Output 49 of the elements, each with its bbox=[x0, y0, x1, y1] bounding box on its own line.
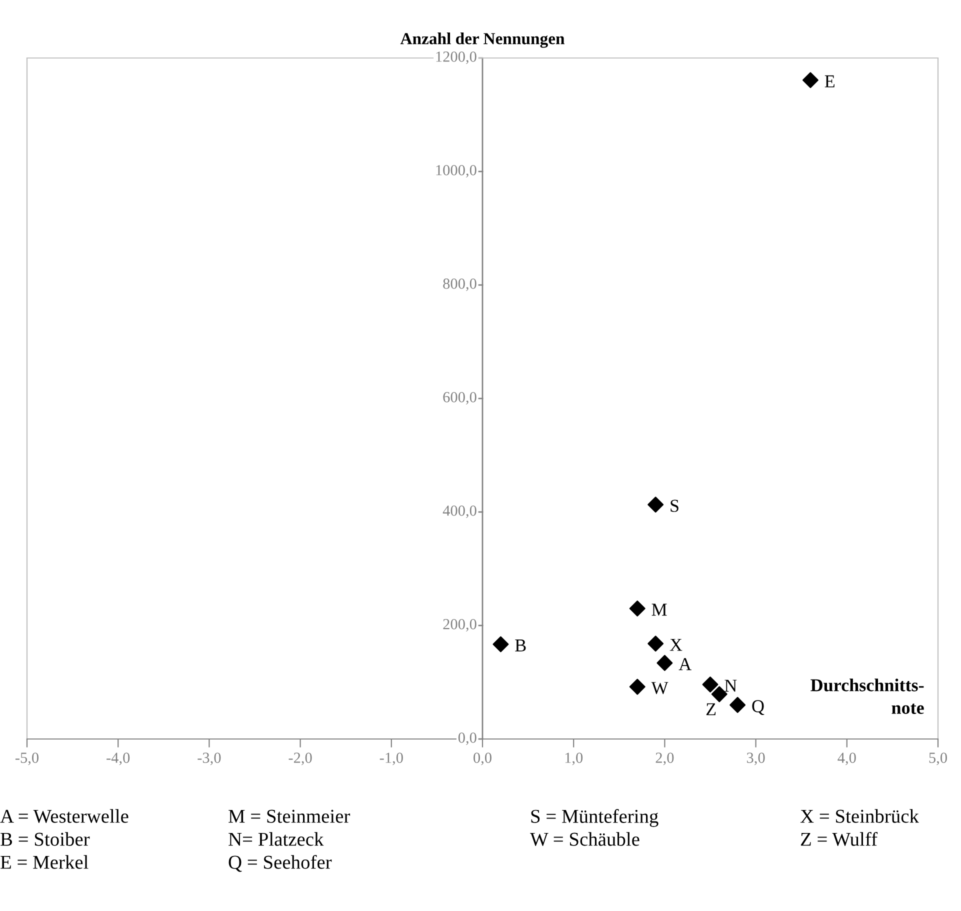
x-axis-title: Durchschnitts- note bbox=[810, 678, 924, 714]
y-axis-title: Anzahl der Nennungen bbox=[400, 32, 565, 48]
text: B = Stoiber bbox=[0, 832, 90, 846]
point bbox=[730, 696, 746, 713]
x-tick-label: -2,0 bbox=[288, 752, 312, 766]
point bbox=[702, 676, 718, 692]
y-tick-label: 1000,0 bbox=[436, 165, 476, 178]
point bbox=[648, 636, 664, 652]
x-tick-label: 1,0 bbox=[565, 752, 583, 766]
x-tick-label: 2,0 bbox=[656, 752, 674, 766]
x-tick-label: -4,0 bbox=[106, 752, 130, 766]
point bbox=[648, 496, 664, 513]
text: Q = Seehofer bbox=[228, 854, 332, 872]
annotation: B bbox=[515, 640, 526, 652]
x-tick-label: 3,0 bbox=[746, 752, 765, 766]
text: M = Steinmeier bbox=[228, 810, 350, 823]
point bbox=[802, 72, 818, 88]
x-tick-label: -1,0 bbox=[380, 752, 403, 766]
text: A = Westerwelle bbox=[0, 809, 128, 823]
point bbox=[629, 678, 646, 695]
annotation: S bbox=[670, 500, 678, 512]
text: N= Platzeck bbox=[228, 832, 324, 846]
annotation: X bbox=[670, 638, 682, 651]
x-tick-label: 4,0 bbox=[838, 752, 856, 766]
y-tick-label: 0,0 bbox=[458, 732, 476, 746]
annotation: Q bbox=[752, 700, 764, 715]
x-tick-label: 5,0 bbox=[929, 752, 947, 766]
text: E = Merkel bbox=[0, 855, 88, 869]
text: S = Müntefering bbox=[531, 809, 658, 827]
point bbox=[492, 636, 509, 652]
point bbox=[656, 654, 673, 671]
y-tick-label: 1200,0 bbox=[436, 52, 476, 64]
x-tick-label: -5,0 bbox=[15, 752, 39, 766]
annotation: W bbox=[651, 682, 668, 694]
point bbox=[629, 600, 646, 616]
x-tick-label: 0,0 bbox=[474, 752, 492, 766]
annotation: A bbox=[678, 658, 692, 670]
y-tick-label: 600,0 bbox=[443, 392, 476, 405]
y-tick-label: 200,0 bbox=[443, 619, 476, 632]
annotation: N bbox=[724, 680, 737, 692]
annotation: M bbox=[652, 604, 667, 616]
annotation: E bbox=[824, 75, 834, 88]
text: Z = Wulff bbox=[800, 832, 878, 846]
x-tick-label: -3,0 bbox=[198, 752, 221, 766]
text: W = Schäuble bbox=[530, 832, 640, 846]
y-tick-label: 800,0 bbox=[443, 278, 476, 292]
text: X = Steinbrück bbox=[800, 809, 919, 823]
annotation: Z bbox=[706, 703, 716, 716]
y-tick-label: 400,0 bbox=[442, 506, 476, 518]
